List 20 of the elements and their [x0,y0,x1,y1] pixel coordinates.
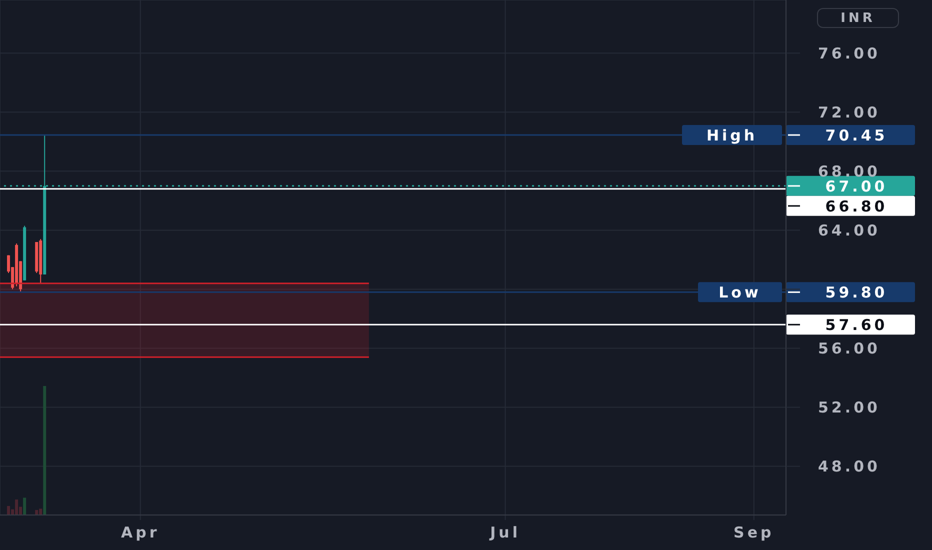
y-tick-label: 72.00 [818,103,880,122]
ref-line-label: 66.80 [825,197,888,216]
x-tick-label: Sep [734,524,774,542]
bar [39,508,42,515]
x-tick-label: Apr [120,524,160,542]
y-tick-label: 48.00 [818,458,880,476]
ref-line-label: 57.60 [825,316,888,334]
y-tick-label: 56.00 [818,340,880,358]
y-tick-label: 52.00 [818,398,880,417]
y-axis-title: INR [840,10,876,26]
bar [35,510,38,515]
x-tick-label: Jul [489,524,520,542]
y-tick-label: 64.00 [818,222,880,240]
annotation: High [706,126,758,144]
ref-line-label: 59.80 [825,284,888,302]
annotation: Low [718,284,762,302]
bar [43,386,46,515]
y-tick-label: 76.00 [818,44,880,62]
bar [7,506,10,515]
ref-line-label: 70.45 [825,126,888,144]
